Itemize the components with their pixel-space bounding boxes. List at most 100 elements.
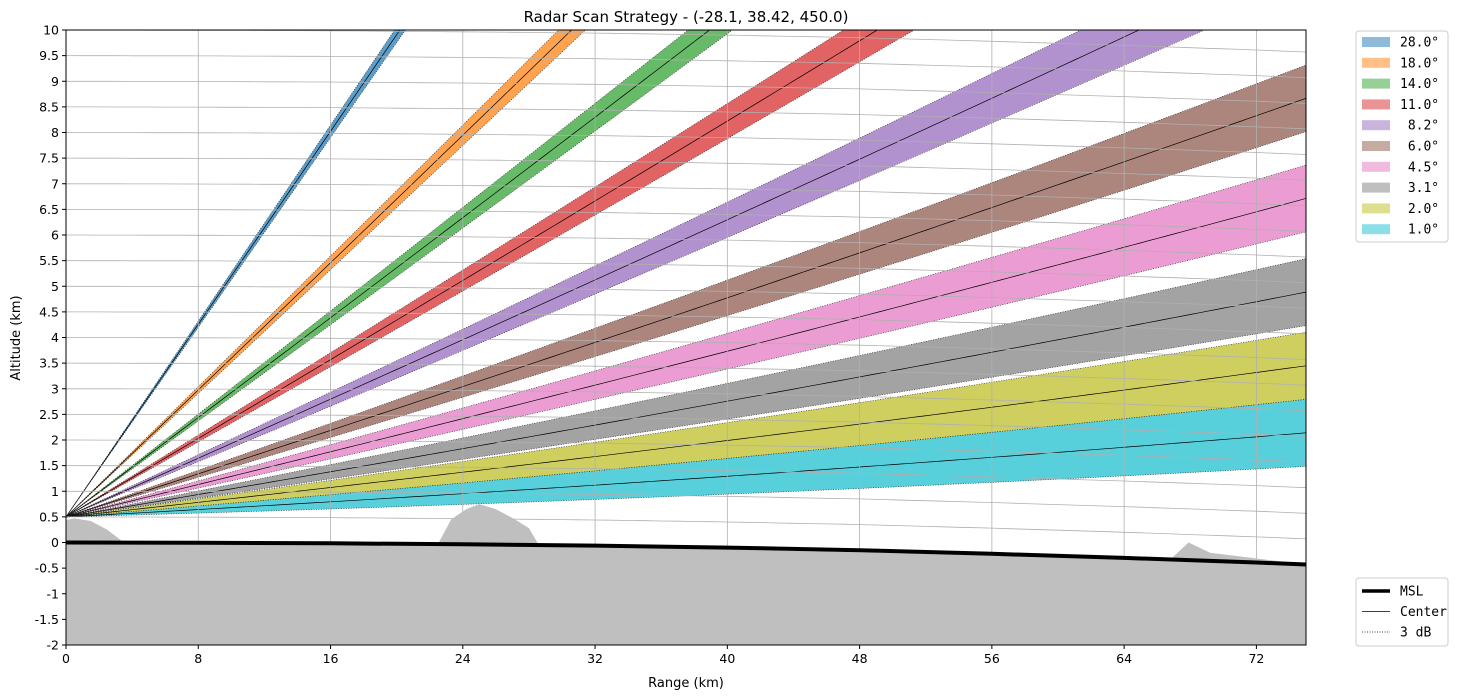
beam-3db-lower: [66, 131, 1306, 518]
beam-center-line: [66, 365, 1306, 518]
y-tick-label: 0.5: [39, 509, 59, 524]
beam-fill: [66, 30, 915, 517]
legend-swatch: [1362, 99, 1390, 110]
beam-layer: [66, 30, 1306, 518]
x-tick-label: 64: [1116, 651, 1132, 666]
legend-line-label: MSL: [1400, 585, 1424, 600]
x-tick-label: 8: [194, 651, 202, 666]
legend-line-label: Center: [1400, 605, 1447, 620]
beam-fill: [66, 399, 1306, 517]
line-style-legend: MSL Center 3 dB: [1355, 577, 1449, 647]
x-axis-ticks: 0 8 16 24 32 40 48 56 64 72: [62, 645, 1264, 666]
y-tick-label: -2: [47, 638, 59, 653]
y-grid-line: [66, 465, 1306, 489]
beam-center-line: [66, 30, 1140, 518]
y-tick-label: -1.5: [35, 612, 59, 627]
beam-center-line: [66, 291, 1306, 518]
y-grid-line: [66, 285, 1306, 309]
beam-center-line: [66, 198, 1306, 518]
legend-swatch: [1362, 57, 1390, 68]
beam-3db-upper: [66, 258, 1306, 518]
terrain-fill: [66, 504, 1306, 645]
beam-3db-upper: [66, 331, 1306, 518]
y-tick-label: 1.5: [39, 458, 59, 473]
y-grid-line: [66, 157, 1306, 181]
y-tick-label: 2.5: [39, 407, 59, 422]
beam-center-line: [66, 30, 711, 518]
y-grid-line: [66, 30, 1306, 53]
legend-label: 4.5°: [1400, 160, 1439, 175]
plot-area: [66, 30, 1306, 645]
y-tick-label: 3: [51, 381, 59, 396]
y-tick-label: -0.5: [35, 561, 59, 576]
beam-fill: [66, 332, 1306, 517]
beam-center-line: [66, 30, 573, 518]
y-grid-line: [66, 208, 1306, 232]
x-tick-label: 16: [323, 651, 339, 666]
x-tick-label: 32: [587, 651, 603, 666]
elevation-legend: 28.0° 18.0° 14.0° 11.0° 8.2° 6.0° 4.5° 3.1°…: [1355, 30, 1449, 243]
beam-center-line: [66, 30, 879, 518]
legend-label: 11.0°: [1400, 98, 1439, 113]
legend-swatch: [1362, 182, 1390, 193]
y-grid-line: [66, 106, 1306, 130]
y-tick-label: 1: [51, 484, 59, 499]
legend-swatch: [1362, 78, 1390, 89]
y-grid-line: [66, 516, 1306, 540]
y-grid-line: [66, 234, 1306, 258]
x-tick-label: 48: [852, 651, 868, 666]
beam-center-line: [66, 97, 1306, 518]
legend-label: 28.0°: [1400, 36, 1439, 51]
beam-3db-upper: [66, 30, 1082, 518]
y-grid-line: [66, 311, 1306, 335]
x-tick-label: 0: [62, 651, 70, 666]
y-tick-label: 10: [43, 23, 59, 38]
beam-3db-upper: [66, 164, 1306, 518]
y-grid-line: [66, 388, 1306, 412]
beam-3db-lower: [66, 30, 586, 518]
y-grid-line: [66, 55, 1306, 79]
beam-center-line: [66, 432, 1306, 518]
y-grid-line: [66, 413, 1306, 437]
chart-title: Radar Scan Strategy - (-28.1, 38.42, 450…: [524, 8, 849, 26]
legend-swatch: [1362, 203, 1390, 214]
y-tick-label: 4: [51, 330, 59, 345]
legend-swatch: [1362, 141, 1390, 151]
legend-label: 14.0°: [1400, 77, 1439, 92]
y-tick-label: 5.5: [39, 253, 59, 268]
msl-line: [66, 540, 1306, 567]
y-axis-ticks: -2 -1.5 -1 -0.5 0 0.5 1 1.5 2 2.5 3 3.5 4 4.5 5 5.5 6 6.5…: [35, 23, 66, 653]
beam-fill: [66, 30, 733, 517]
x-tick-label: 56: [984, 651, 1000, 666]
y-tick-label: 7: [51, 176, 59, 191]
y-grid-line: [66, 183, 1306, 207]
y-tick-label: 4.5: [39, 304, 59, 319]
beam-3db-upper: [66, 64, 1306, 518]
terrain-layer: [66, 504, 1306, 645]
beam-fill: [66, 30, 1205, 517]
y-grid-line: [66, 490, 1306, 514]
legend-label: 8.2°: [1400, 119, 1439, 134]
y-axis-label: Altitude (km): [9, 295, 24, 380]
beam-center-line: [66, 30, 401, 518]
y-tick-label: 3.5: [39, 356, 59, 371]
y-grid-line: [66, 132, 1306, 155]
y-grid-line: [66, 439, 1306, 463]
x-tick-label: 72: [1248, 651, 1264, 666]
legend-swatch: [1362, 161, 1390, 172]
y-tick-label: 6.5: [39, 202, 59, 217]
legend-label: 6.0°: [1400, 140, 1439, 155]
y-tick-label: -1: [47, 586, 59, 601]
line-legend-frame: [1355, 577, 1449, 647]
x-tick-label: 24: [455, 651, 471, 666]
y-tick-label: 8: [51, 125, 59, 140]
y-grid-line: [66, 337, 1306, 360]
beam-fill: [66, 30, 586, 517]
beam-3db-lower: [66, 30, 406, 518]
legend-swatch: [1362, 120, 1390, 131]
y-tick-label: 5: [51, 279, 59, 294]
legend-swatch: [1362, 224, 1390, 235]
y-tick-label: 7.5: [39, 151, 59, 166]
beam-3db-lower: [66, 325, 1306, 518]
